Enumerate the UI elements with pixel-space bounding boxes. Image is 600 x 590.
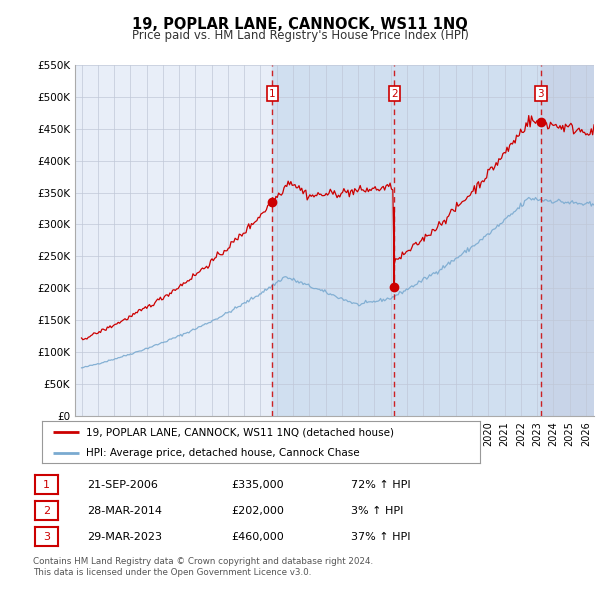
Text: 29-MAR-2023: 29-MAR-2023 [87,532,162,542]
Text: 37% ↑ HPI: 37% ↑ HPI [351,532,410,542]
Bar [272,65,394,416]
Text: 3: 3 [538,88,544,99]
Text: This data is licensed under the Open Government Licence v3.0.: This data is licensed under the Open Gov… [33,568,311,577]
Text: 2: 2 [43,506,50,516]
Bar [541,65,594,416]
Text: 19, POPLAR LANE, CANNOCK, WS11 1NQ: 19, POPLAR LANE, CANNOCK, WS11 1NQ [132,17,468,31]
Text: 19, POPLAR LANE, CANNOCK, WS11 1NQ (detached house): 19, POPLAR LANE, CANNOCK, WS11 1NQ (deta… [86,427,394,437]
Text: 72% ↑ HPI: 72% ↑ HPI [351,480,410,490]
Text: 1: 1 [43,480,50,490]
Text: 21-SEP-2006: 21-SEP-2006 [87,480,158,490]
Text: 1: 1 [269,88,275,99]
Bar [394,65,541,416]
Text: £202,000: £202,000 [231,506,284,516]
Text: 3% ↑ HPI: 3% ↑ HPI [351,506,403,516]
Text: £460,000: £460,000 [231,532,284,542]
Text: HPI: Average price, detached house, Cannock Chase: HPI: Average price, detached house, Cann… [86,448,359,457]
Text: 3: 3 [43,532,50,542]
Text: 2: 2 [391,88,398,99]
Text: £335,000: £335,000 [231,480,284,490]
Text: Price paid vs. HM Land Registry's House Price Index (HPI): Price paid vs. HM Land Registry's House … [131,30,469,42]
Text: Contains HM Land Registry data © Crown copyright and database right 2024.: Contains HM Land Registry data © Crown c… [33,558,373,566]
Text: 28-MAR-2014: 28-MAR-2014 [87,506,162,516]
